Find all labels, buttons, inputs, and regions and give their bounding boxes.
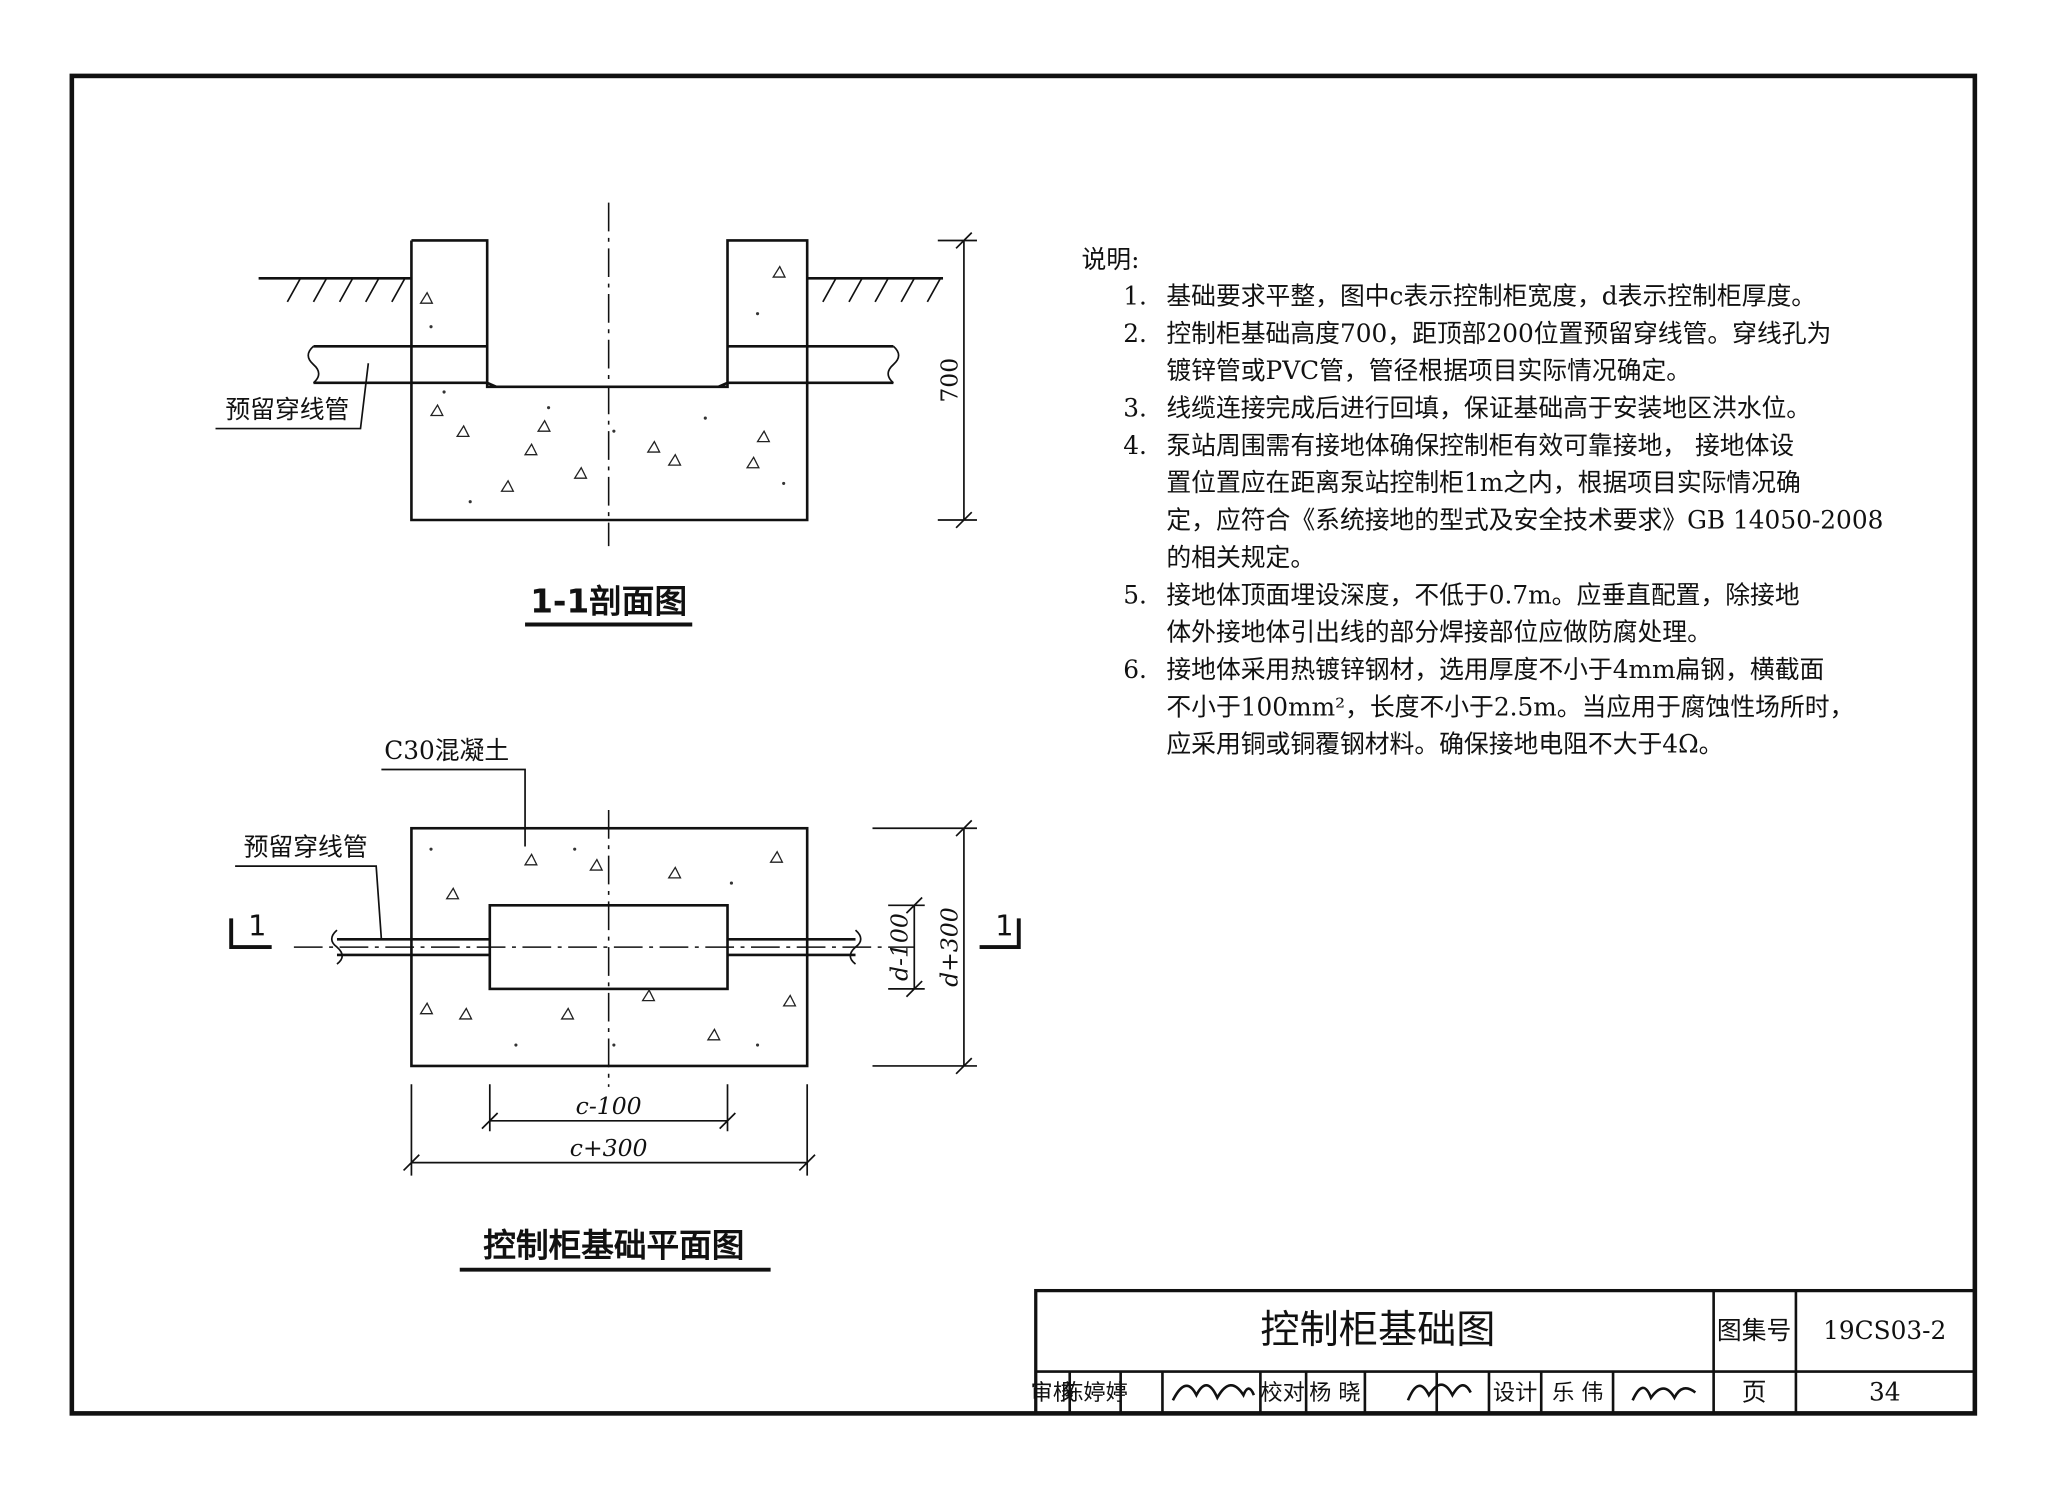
dimension-text: d+300: [935, 907, 963, 987]
leader-line: [235, 865, 383, 940]
dimension-text: d-100: [886, 913, 914, 981]
center-line: [293, 809, 915, 1087]
leader-line: [381, 768, 526, 847]
sheet-border: [69, 73, 1978, 1416]
notes-title: 说明:: [1081, 245, 1139, 274]
label: 预留穿线管: [225, 395, 349, 424]
concrete-texture: [419, 265, 787, 504]
signature: [1171, 1384, 1256, 1401]
note-line: 应采用铜或铜覆钢材料。确保接地电阻不大于4Ω。: [1166, 730, 1723, 759]
note-line: 体外接地体引出线的部分焊接部位应做防腐处理。: [1166, 618, 1712, 647]
note-line: 线缆连接完成后进行回填，保证基础高于安装地区洪水位。: [1166, 394, 1811, 423]
label: 图集号: [1717, 1316, 1791, 1345]
value: 陈婷婷: [1061, 1380, 1128, 1406]
pipe: [336, 937, 856, 957]
view-title: 控制柜基础平面图: [483, 1227, 744, 1265]
note-line: 的相关规定。: [1166, 543, 1315, 572]
dimension-text: c-100: [576, 1092, 642, 1120]
title-block: 控制柜基础图 图集号 19CS03-2 页 34 审核 陈婷婷 校对 杨 晓 设…: [1031, 1288, 1977, 1416]
dimension-line: [872, 819, 977, 1075]
label: 校对: [1260, 1380, 1304, 1406]
note-number: 2.: [1123, 319, 1147, 348]
ground-hatch: [286, 277, 942, 303]
note-line: 泵站周围需有接地体确保控制柜有效可靠接地， 接地体设: [1166, 431, 1794, 460]
note-line: 接地体采用热镀锌钢材，选用厚度不小于4mm扁钢，横截面: [1166, 655, 1824, 684]
section-view: 700 预留穿线管 1-1剖面图: [215, 202, 977, 627]
foundation-outline: [410, 239, 809, 522]
note-number: 1.: [1123, 281, 1147, 310]
plan-view: 1 1 d+300 d-100 c-100 c+300 C30混凝土 预留穿线管…: [229, 736, 1021, 1272]
drawing-title: 控制柜基础图: [1260, 1308, 1495, 1353]
note-line: 定，应符合《系统接地的型式及安全技术要求》GB 14050-2008: [1166, 506, 1883, 535]
note-number: 6.: [1123, 655, 1147, 684]
value: 34: [1869, 1377, 1901, 1406]
label: 设计: [1493, 1380, 1537, 1406]
value: 乐 伟: [1552, 1380, 1603, 1406]
value: 杨 晓: [1309, 1380, 1360, 1406]
note-number: 3.: [1123, 394, 1147, 423]
section-label: 1: [248, 909, 266, 943]
dimension-line: [402, 1084, 816, 1176]
pipe: [313, 344, 894, 385]
value: 19CS03-2: [1823, 1316, 1946, 1345]
note-line: 接地体顶面埋设深度，不低于0.7m。应垂直配置，除接地: [1166, 580, 1799, 609]
label: 页: [1742, 1377, 1767, 1406]
cavity-step: [486, 381, 729, 388]
note-number: 5.: [1123, 580, 1147, 609]
note-line: 基础要求平整，图中c表示控制柜宽度，d表示控制柜厚度。: [1166, 281, 1816, 310]
note-line: 控制柜基础高度700，距顶部200位置预留穿线管。穿线孔为: [1166, 319, 1831, 348]
label: C30混凝土: [384, 736, 509, 765]
note-line: 镀锌管或PVC管，管径根据项目实际情况确定。: [1166, 356, 1691, 385]
dimension-line: [937, 232, 977, 529]
note-number: 4.: [1123, 431, 1147, 460]
dimension-text: 700: [935, 358, 963, 403]
note-line: 不小于100mm²，长度不小于2.5m。当应用于腐蚀性场所时，: [1166, 692, 1854, 721]
pipe-break: [307, 345, 900, 384]
section-mark: [229, 918, 1021, 950]
note-line: 置位置应在距离泵站控制柜1m之内，根据项目实际情况确: [1166, 468, 1800, 497]
section-label: 1: [995, 909, 1013, 943]
signature: [1631, 1386, 1697, 1401]
concrete-texture: [419, 847, 797, 1047]
view-title: 1-1剖面图: [530, 583, 687, 621]
dimension-text: c+300: [570, 1134, 648, 1162]
signature: [1406, 1383, 1472, 1401]
label: 审核: [1031, 1380, 1075, 1406]
notes: 说明: 1. 基础要求平整，图中c表示控制柜宽度，d表示控制柜厚度。 2. 控制柜基础…: [1081, 245, 1883, 759]
label: 预留穿线管: [244, 833, 368, 862]
leader-line: [215, 363, 370, 430]
